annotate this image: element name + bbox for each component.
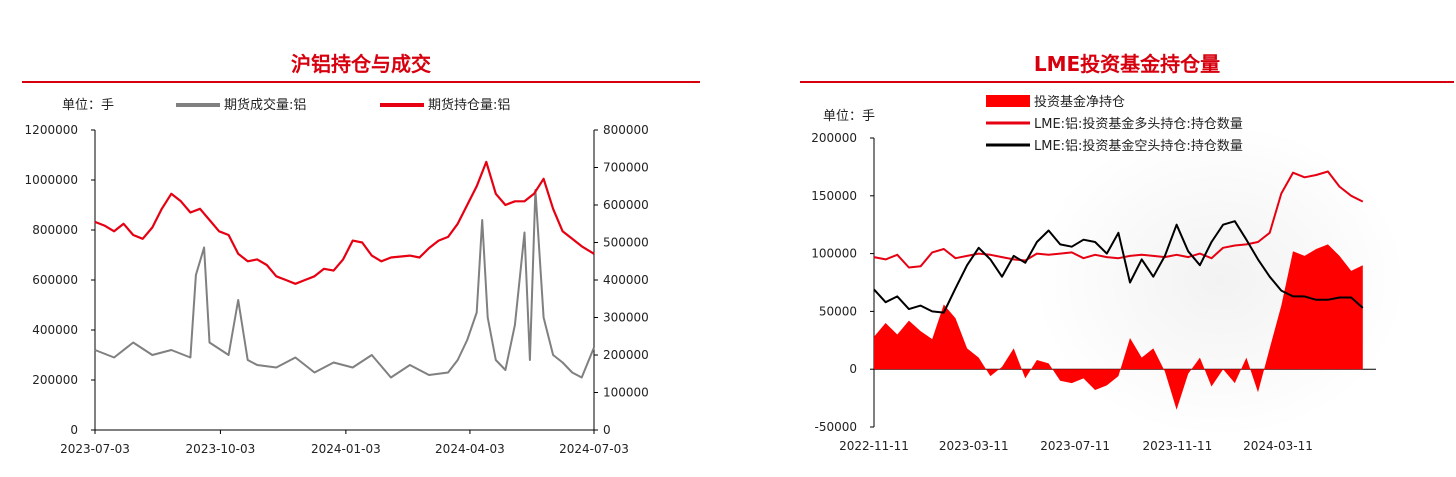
x-tick-label: 2023-10-03 <box>186 442 256 456</box>
x-tick-label: 2024-04-03 <box>435 442 505 456</box>
y-tick-label-right: 700000 <box>603 161 649 175</box>
legend-swatch-1 <box>986 95 1030 107</box>
chart-title-left: 沪铝持仓与成交 <box>291 52 431 76</box>
y-tick-label: 100000 <box>811 247 857 261</box>
y-tick-label-left: 200000 <box>32 373 78 387</box>
x-tick-label: 2023-07-11 <box>1040 439 1110 453</box>
y-tick-label-left: 1000000 <box>25 173 78 187</box>
chart-left-svg: 0 200000 400000 600000 800000 1000000 1200000 0… <box>25 97 649 456</box>
series-line-3 <box>873 220 1364 314</box>
legend-label-1: 投资基金净持仓 <box>1034 94 1125 110</box>
unit-label-left: 单位：手 <box>62 98 114 113</box>
x-tick-label: 2023-03-11 <box>939 439 1009 453</box>
y-tick-label-right: 500000 <box>603 236 649 250</box>
legend-label-1: 期货成交量:铝 <box>224 97 306 113</box>
y-tick-label-right: 0 <box>603 423 611 437</box>
panel-lme-funds: LME投资基金持仓量 200000 150000 100000 50000 0 -5000… <box>728 0 1456 477</box>
y-tick-label: 0 <box>849 362 857 376</box>
legend-label-2: 期货持仓量:铝 <box>428 97 510 113</box>
y-tick-label: -50000 <box>814 420 857 434</box>
title-rule-right <box>800 81 1454 83</box>
y-tick-label: 150000 <box>811 189 857 203</box>
y-tick-label-left: 800000 <box>32 223 78 237</box>
y-tick-label-right: 200000 <box>603 348 649 362</box>
series-area-net <box>874 244 1363 410</box>
chart-title-right: LME投资基金持仓量 <box>1033 52 1221 76</box>
panel-shfe-aluminum: 沪铝持仓与成交 0 200000 400000 600000 800000 1000000… <box>22 52 700 456</box>
x-tick-label: 2024-07-03 <box>559 442 629 456</box>
x-tick-label: 2022-11-11 <box>839 439 909 453</box>
y-tick-label: 50000 <box>819 304 857 318</box>
unit-label-right: 单位：手 <box>823 109 875 124</box>
x-tick-label: 2023-07-03 <box>60 442 130 456</box>
y-tick-label-right: 400000 <box>603 273 649 287</box>
legend-label-3: LME:铝:投资基金空头持仓:持仓数量 <box>1034 138 1243 154</box>
y-tick-label-right: 300000 <box>603 311 649 325</box>
y-tick-label-left: 1200000 <box>25 123 78 137</box>
y-tick-label: 200000 <box>811 131 857 145</box>
legend-label-2: LME:铝:投资基金多头持仓:持仓数量 <box>1034 116 1243 132</box>
x-tick-label: 2023-11-11 <box>1143 439 1213 453</box>
series-line-2 <box>873 170 1364 269</box>
y-tick-label-right: 100000 <box>603 386 649 400</box>
y-tick-label-left: 400000 <box>32 323 78 337</box>
y-tick-label-right: 800000 <box>603 123 649 137</box>
series-line-2 <box>94 160 595 285</box>
series-line-1 <box>94 189 595 379</box>
y-tick-label-left: 0 <box>70 423 78 437</box>
title-rule-left <box>22 81 700 83</box>
y-tick-label-right: 600000 <box>603 198 649 212</box>
chart-right-svg: 200000 150000 100000 50000 0 -50000 2022-11-11… <box>811 94 1376 453</box>
y-tick-label-left: 600000 <box>32 273 78 287</box>
x-tick-label: 2024-01-03 <box>311 442 381 456</box>
x-tick-label: 2024-03-11 <box>1243 439 1313 453</box>
